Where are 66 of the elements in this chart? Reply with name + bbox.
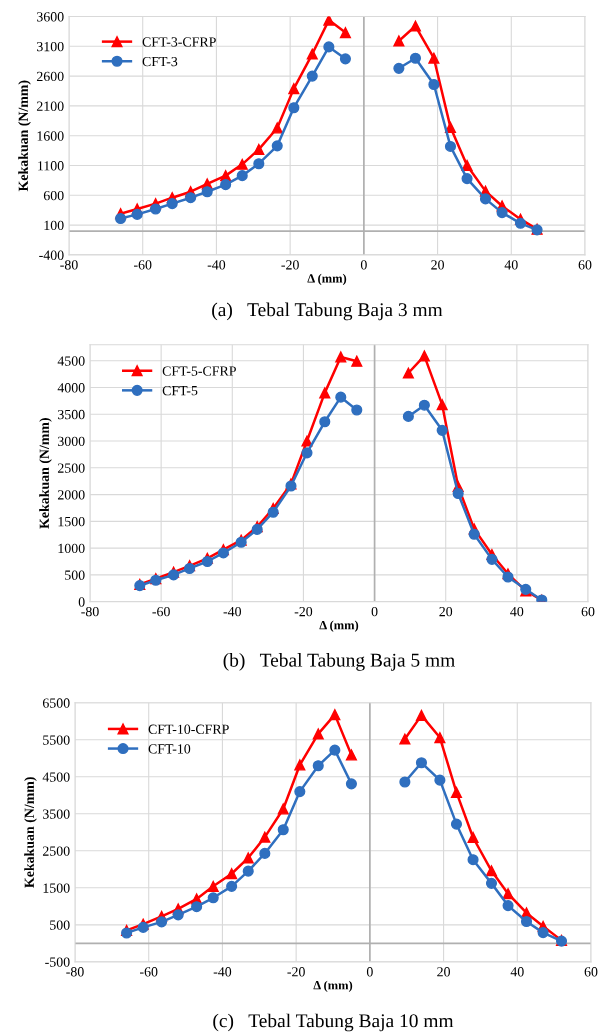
- x-tick-label: -60: [139, 967, 158, 977]
- x-tick-label: -80: [66, 967, 84, 977]
- y-tick-label: 600: [43, 190, 64, 201]
- legend-label: CFT-5-CFRP: [162, 366, 236, 376]
- y-tick-label: 3500: [58, 409, 85, 420]
- x-tick-label: 60: [578, 260, 592, 270]
- x-tick-label: 40: [504, 260, 518, 270]
- legend-label: CFT-3: [142, 56, 178, 67]
- x-tick-label: 0: [366, 967, 373, 977]
- y-tick-label: 1500: [58, 516, 85, 527]
- text: (c) Tebal Tabung Baja 10 mm: [213, 1013, 454, 1032]
- y-tick-label: -500: [45, 957, 70, 967]
- x-tick-label: -80: [60, 260, 78, 270]
- y-tick-label: 1000: [58, 543, 85, 554]
- y-tick-label: 6500: [42, 698, 70, 708]
- y-tick-label: 5500: [43, 735, 70, 745]
- y-tick-label: -400: [39, 250, 64, 260]
- legend-label: CFT-5: [162, 386, 198, 396]
- legend-label: CFT-10-CFRP: [148, 724, 229, 734]
- x-tick-label: -40: [213, 967, 232, 977]
- y-axis-title: Kekakuan (N/mm): [18, 80, 31, 192]
- y-tick-label: 3600: [37, 12, 64, 22]
- x-tick-label: -60: [133, 260, 152, 270]
- y-tick-label: 4500: [42, 772, 70, 782]
- y-tick-label: 2500: [42, 846, 70, 856]
- x-axis-title: Δ (mm): [307, 273, 347, 286]
- x-tick-label: 60: [581, 606, 595, 617]
- y-tick-label: 1500: [43, 883, 70, 893]
- x-tick-label: 60: [584, 967, 598, 977]
- y-tick-label: 3100: [37, 41, 64, 52]
- x-tick-label: 40: [510, 606, 524, 617]
- x-tick-label: -80: [81, 606, 99, 617]
- x-tick-label: 40: [510, 967, 524, 977]
- x-tick-label: 0: [371, 606, 378, 617]
- legend-label: CFT-10: [148, 744, 191, 754]
- x-tick-label: -40: [207, 260, 226, 270]
- x-tick-label: -20: [281, 260, 299, 270]
- x-tick-label: -60: [152, 606, 170, 617]
- y-tick-label: 2600: [36, 71, 64, 82]
- y-tick-label: 1100: [38, 161, 64, 171]
- y-tick-label: 500: [50, 920, 70, 930]
- y-axis-title: Kekakuan (N/mm): [39, 418, 52, 529]
- y-tick-label: 100: [44, 220, 64, 231]
- y-tick-label: 4000: [57, 383, 85, 393]
- x-tick-label: 20: [431, 260, 444, 270]
- x-axis-title: Δ (mm): [313, 980, 353, 993]
- x-tick-label: 20: [437, 967, 450, 977]
- x-tick-label: -20: [287, 967, 305, 977]
- y-axis-title: Kekakuan (N/mm): [24, 777, 37, 888]
- legend-label: CFT-3-CFRP: [142, 37, 216, 47]
- y-tick-label: 500: [65, 570, 85, 580]
- x-tick-label: -20: [294, 606, 313, 617]
- y-tick-label: 0: [78, 597, 85, 607]
- y-tick-label: 3000: [58, 436, 85, 447]
- y-tick-label: 1600: [37, 131, 64, 141]
- x-tick-label: 0: [360, 260, 367, 270]
- y-tick-label: 4500: [57, 356, 85, 366]
- y-tick-label: 2000: [57, 490, 85, 500]
- text: (a) Tebal Tabung Baja 3 mm: [212, 302, 443, 321]
- y-tick-label: 2500: [57, 463, 85, 473]
- text: (b) Tebal Tabung Baja 5 mm: [223, 653, 455, 671]
- y-tick-label: 2100: [36, 101, 64, 111]
- x-axis-title: Δ (mm): [319, 620, 359, 632]
- x-tick-label: -40: [223, 606, 242, 617]
- y-tick-label: 3500: [43, 809, 70, 819]
- x-tick-label: 20: [439, 606, 453, 617]
